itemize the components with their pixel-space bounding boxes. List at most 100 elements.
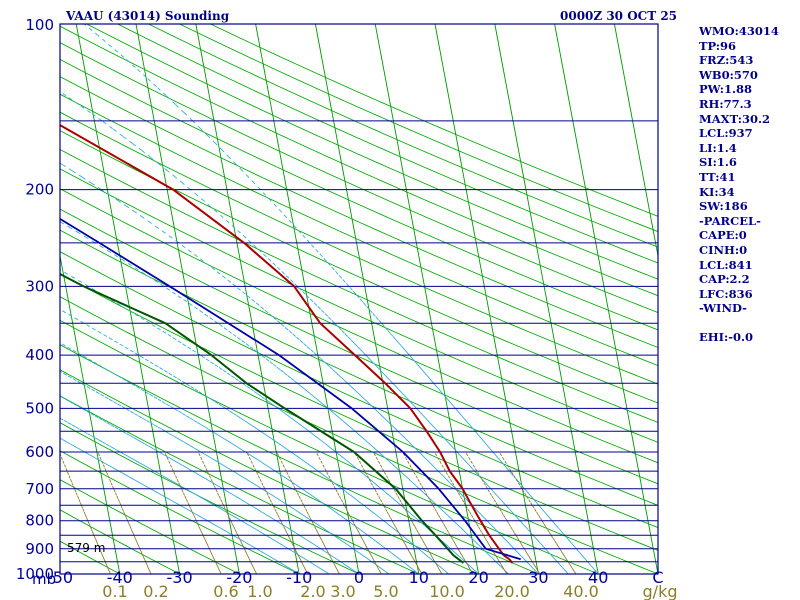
dry-adiabat-line xyxy=(59,149,659,423)
temperature-tick-label: 10 xyxy=(409,568,429,587)
dry-adiabat-line xyxy=(59,208,659,485)
isotherm-line xyxy=(374,23,480,575)
pressure-tick-label: 1000 xyxy=(16,565,54,583)
dry-adiabat-line xyxy=(210,23,659,217)
temperature-tick-label: 0 xyxy=(354,568,364,587)
dry-adiabat-line xyxy=(59,229,659,506)
pressure-tick-label: 300 xyxy=(25,277,54,295)
pressure-tick-label: 900 xyxy=(25,540,54,558)
temperature-tick-label: -30 xyxy=(167,568,193,587)
parcel-profile-line xyxy=(59,218,521,561)
pressure-tick-label: 100 xyxy=(25,16,54,34)
pressure-tick-label: 600 xyxy=(25,443,54,461)
mixing-ratio-tick-label: 1.0 xyxy=(247,582,272,600)
mixing-ratio-tick-label: 20.0 xyxy=(494,582,530,600)
mixing-ratio-line xyxy=(197,451,258,575)
index-value: SW:186 xyxy=(699,199,748,214)
dry-adiabat-line xyxy=(59,540,121,575)
index-value: WB0:570 xyxy=(699,67,758,82)
mixing-ratio-line xyxy=(354,451,423,575)
temperature-tick-label: C xyxy=(652,568,663,587)
isotherm-line xyxy=(314,23,420,575)
dry-adiabat-line xyxy=(59,319,599,575)
isotherm-line xyxy=(554,23,659,575)
mixing-ratio-layer xyxy=(59,451,577,575)
index-value: RH:77.3 xyxy=(699,96,752,111)
index-value xyxy=(699,316,799,331)
index-value: CAPE:0 xyxy=(699,228,747,243)
index-value: LFC:836 xyxy=(699,286,753,301)
pressure-tick-label: 700 xyxy=(25,480,54,498)
dry-adiabat-line xyxy=(148,23,659,248)
dry-adiabat-line xyxy=(179,23,659,233)
mixing-ratio-line xyxy=(97,451,152,575)
mixing-ratio-tick-label: 5.0 xyxy=(373,582,398,600)
index-value: LCL:841 xyxy=(699,257,753,272)
mixing-ratio-line xyxy=(315,451,382,575)
dry-adiabat-line xyxy=(59,188,659,464)
temperature-profile-line xyxy=(59,124,514,564)
pressure-tick-label: 400 xyxy=(25,346,54,364)
mixing-ratio-line xyxy=(164,451,222,575)
index-value: CINH:0 xyxy=(699,242,748,257)
dry-adiabat-line xyxy=(59,59,659,331)
mixing-ratio-line xyxy=(465,451,541,575)
index-value: LCL:937 xyxy=(699,126,753,141)
index-value: TT:41 xyxy=(699,169,736,184)
index-value: FRZ:543 xyxy=(699,53,754,68)
index-value: EHI:-0.0 xyxy=(699,330,754,345)
indices-panel: WMO:43014 TP:96 FRZ:543 WB0:570 PW:1.88 RH:77… xyxy=(699,24,799,345)
mixing-ratio-line xyxy=(246,451,309,575)
mixing-ratio-tick-label: 40.0 xyxy=(563,582,599,600)
index-value: LI:1.4 xyxy=(699,140,737,155)
temperature-tick-label: -20 xyxy=(226,568,252,587)
index-value: TP:96 xyxy=(699,38,737,53)
chart-datetime: 0000Z 30 OCT 25 xyxy=(560,9,677,23)
isotherm-line xyxy=(195,23,300,575)
mixing-ratio-line xyxy=(434,451,508,575)
temperature-tick-label: 30 xyxy=(528,568,548,587)
pressure-tick-label: 500 xyxy=(25,399,54,417)
index-value: SI:1.6 xyxy=(699,155,737,170)
isotherm-layer xyxy=(59,23,659,575)
pressure-tick-label: 200 xyxy=(25,181,54,199)
mixing-ratio-tick-label: 10.0 xyxy=(429,582,465,600)
index-value: -WIND- xyxy=(699,301,747,316)
index-value: KI:34 xyxy=(699,184,735,199)
temperature-tick-label: -50 xyxy=(47,568,73,587)
index-value: PW:1.88 xyxy=(699,82,753,97)
isotherm-line xyxy=(494,23,599,575)
chart-title: VAAU (43014) Sounding xyxy=(65,9,230,23)
mixing-ratio-line xyxy=(402,451,474,575)
isotherm-line xyxy=(434,23,539,575)
dry-adiabat-line xyxy=(59,273,659,551)
index-value: WMO:43014 xyxy=(699,24,779,38)
dry-adiabat-line xyxy=(117,23,659,264)
index-value: MAXT:30.2 xyxy=(699,111,770,126)
dry-adiabat-line xyxy=(59,42,659,314)
mixing-ratio-line xyxy=(59,453,111,575)
isotherm-line xyxy=(75,23,181,575)
dry-adiabat-line xyxy=(59,25,659,297)
dry-adiabat-line xyxy=(59,93,659,367)
mixing-ratio-line xyxy=(498,451,577,575)
pressure-tick-label: 800 xyxy=(25,512,54,530)
mixing-ratio-line xyxy=(276,451,340,575)
index-value: -PARCEL- xyxy=(699,213,761,228)
isotherm-line xyxy=(613,23,659,256)
temperature-tick-label: -10 xyxy=(286,568,312,587)
temperature-tick-label: 40 xyxy=(588,568,608,587)
mixing-ratio-tick-label: 0.2 xyxy=(143,582,168,600)
dewpoint-profile-line xyxy=(59,273,465,564)
dry-adiabat-line xyxy=(59,111,659,385)
temperature-tick-label: -40 xyxy=(107,568,133,587)
mixing-ratio-tick-label: g/kg xyxy=(643,582,678,600)
plot-frame xyxy=(59,23,659,575)
mixing-ratio-tick-label: 0.6 xyxy=(213,582,238,600)
dry-adiabat-line xyxy=(59,296,659,575)
mixing-ratio-tick-label: 3.0 xyxy=(330,582,355,600)
profile-series-layer xyxy=(59,124,521,564)
station-elevation: 579 m xyxy=(67,541,105,555)
